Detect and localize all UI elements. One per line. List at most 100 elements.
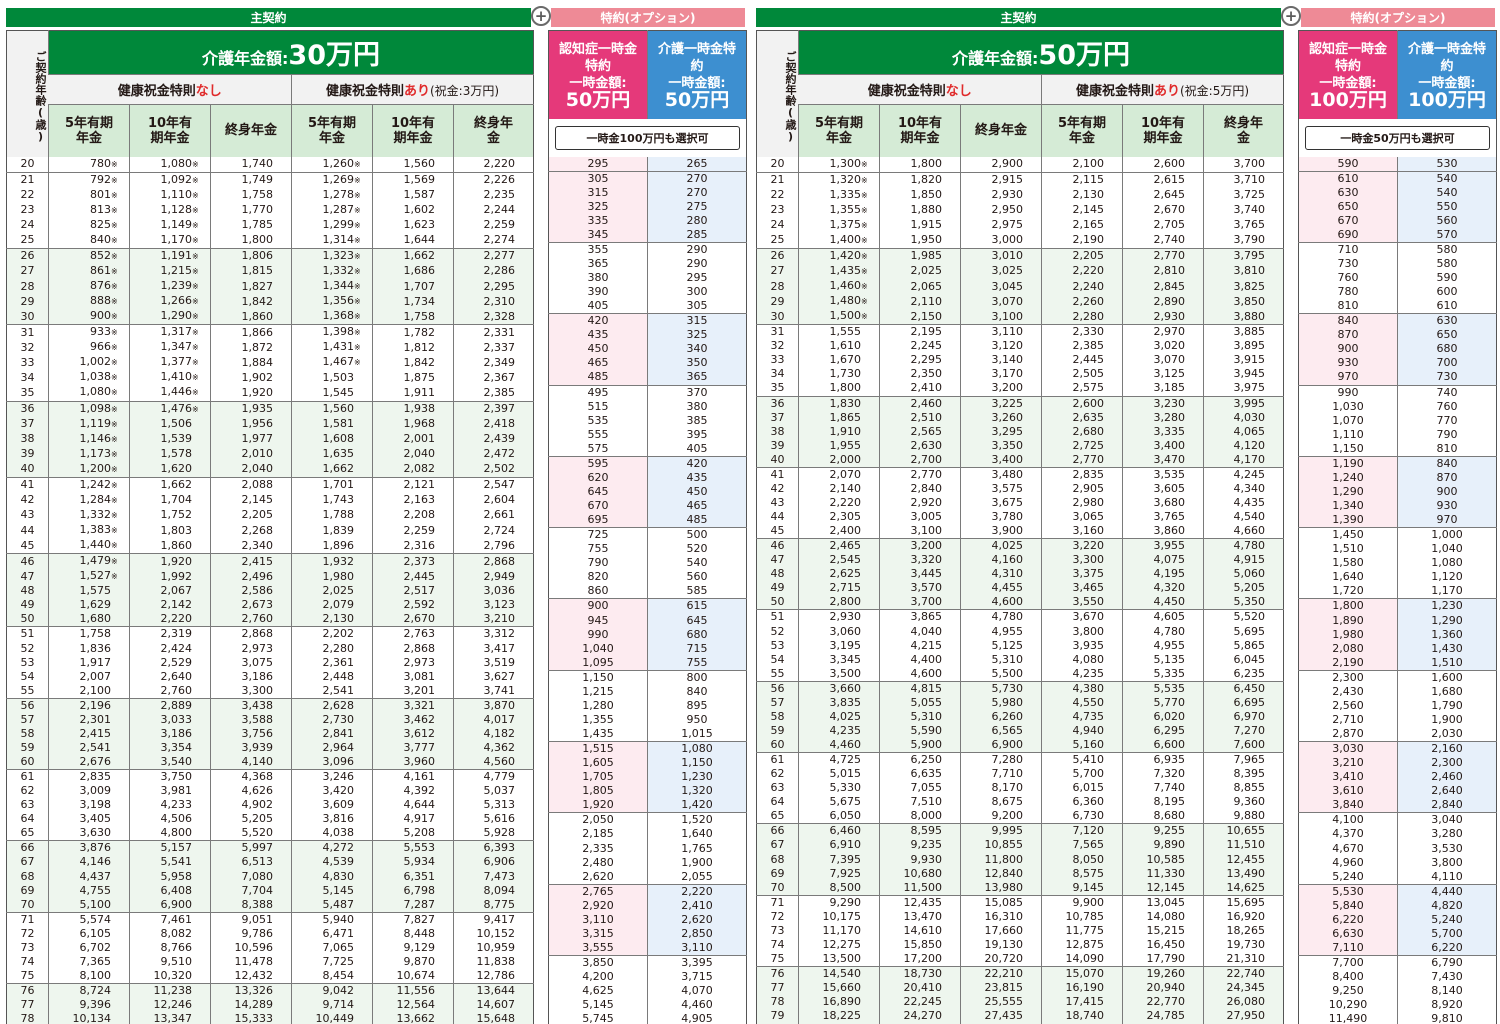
care-value-cell: 1,600 (1397, 669, 1497, 685)
care-value-cell: 1,080 (1397, 556, 1497, 571)
value-text: 2,025 (322, 584, 355, 598)
asterisk-mark: ※ (111, 495, 118, 505)
table-row: 3,210 2,300 (1298, 756, 1497, 771)
value-text: 22,245 (903, 995, 943, 1009)
value-cell: 7,704 (210, 883, 292, 898)
value-text: 5,616 (483, 812, 516, 826)
table-row: 58 4,025 5,310 6,260 4,735 6,020 6,970 (756, 709, 1284, 724)
asterisk-mark: ※ (861, 175, 868, 185)
value-cell: 1,287※ (291, 202, 373, 218)
value-text: 3,550 (1072, 595, 1105, 609)
table-row: 755 520 (548, 542, 747, 557)
dementia-value-cell: 535 (548, 413, 648, 428)
table-row: 64 3,405 4,506 5,205 3,816 4,917 5,616 (6, 812, 534, 827)
value-cell: 3,033 (129, 712, 211, 727)
value-text: 23,815 (984, 981, 1024, 995)
value-cell: 3,200 (879, 538, 961, 554)
value-cell: 6,910 (798, 838, 880, 853)
value-cell: 1,758 (48, 626, 130, 642)
dementia-value-cell: 860 (548, 584, 648, 599)
care-value-cell: 2,160 (1397, 741, 1497, 757)
value-cell: 6,471 (291, 926, 373, 941)
asterisk-mark: ※ (192, 282, 199, 291)
value-text: 2,245 (910, 339, 943, 353)
value-cell: 7,600 (1202, 738, 1284, 753)
asterisk-mark: ※ (354, 175, 361, 185)
value-cell: 1,317※ (129, 324, 211, 341)
value-text: 3,005 (910, 510, 943, 523)
value-text: 2,196 (79, 698, 112, 712)
value-cell: 18,730 (879, 966, 961, 982)
value-cell: 3,777 (372, 740, 454, 755)
value-text: 3,915 (1233, 353, 1266, 367)
value-cell: 2,350 (879, 367, 961, 382)
table-row: 870 650 (1298, 328, 1497, 343)
age-cell: 43 (756, 495, 799, 510)
value-text: 3,321 (403, 698, 436, 712)
value-text: 7,080 (241, 869, 274, 883)
value-cell: 2,067 (129, 584, 211, 599)
value-text: 2,973 (241, 641, 274, 655)
value-text: 5,980 (991, 695, 1024, 709)
value-text: 2,226 (483, 173, 516, 187)
value-text: 2,445 (403, 569, 436, 583)
value-cell: 9,042 (291, 983, 373, 999)
value-text: 10,152 (476, 926, 516, 940)
table-row: 5,745 4,905 (548, 1012, 747, 1024)
table-row: 58 2,415 3,186 3,756 2,841 3,612 4,182 (6, 726, 534, 741)
value-text: 3,170 (991, 367, 1024, 381)
value-text: 1,539 (160, 432, 193, 446)
value-cell: 1,752 (129, 507, 211, 523)
value-cell: 1,299※ (291, 217, 373, 233)
age-cell: 69 (756, 866, 799, 881)
value-cell: 4,815 (879, 680, 961, 696)
asterisk-mark: ※ (354, 205, 361, 215)
table-row: 65 6,050 8,000 9,200 6,730 8,680 9,880 (756, 809, 1284, 824)
table-row: 48 1,575 2,067 2,586 2,025 2,517 3,036 (6, 584, 534, 599)
table-row: 35 1,800 2,410 3,200 2,575 3,185 3,975 (756, 381, 1284, 396)
age-cell: 31 (756, 324, 799, 340)
value-text: 2,705 (1153, 218, 1186, 232)
table-row: 61 4,725 6,250 7,280 5,410 6,935 7,965 (756, 752, 1284, 768)
value-cell: 1,587 (372, 187, 454, 203)
value-text: 5,410 (1072, 753, 1105, 767)
value-text: 5,205 (241, 812, 274, 826)
table-row: 22 801※ 1,110※ 1,758 1,278※ 1,587 2,235 (6, 187, 534, 203)
value-cell: 3,500 (798, 666, 880, 682)
asterisk-mark: ※ (111, 190, 118, 200)
value-cell: 6,635 (879, 767, 961, 782)
value-cell: 5,487 (291, 897, 373, 913)
value-text: 3,935 (1072, 638, 1105, 652)
value-text: 17,415 (1065, 995, 1105, 1009)
table-row: 55 3,500 4,600 5,500 4,235 5,335 6,235 (756, 666, 1284, 682)
value-text: 1,080 (160, 156, 193, 170)
value-text: 14,607 (476, 998, 516, 1012)
value-text: 3,462 (403, 712, 436, 726)
value-text: 4,779 (483, 770, 516, 784)
value-cell: 1,146※ (48, 431, 130, 447)
value-text: 8,575 (1072, 866, 1105, 880)
value-text: 12,246 (153, 998, 193, 1012)
asterisk-mark: ※ (111, 464, 118, 474)
value-text: 3,200 (991, 381, 1024, 395)
value-text: 1,435 (829, 263, 862, 277)
value-cell: 9,145 (1041, 880, 1123, 896)
age-cell: 49 (6, 598, 49, 613)
age-cell: 61 (6, 769, 49, 785)
value-text: 3,630 (79, 826, 112, 840)
asterisk-mark: ※ (111, 159, 118, 169)
value-cell: 3,835 (798, 695, 880, 710)
value-cell: 4,780 (1202, 538, 1284, 554)
value-text: 2,920 (910, 495, 943, 509)
value-text: 2,208 (403, 508, 436, 522)
dementia-value-cell: 450 (548, 342, 648, 357)
value-cell: 16,310 (960, 909, 1042, 924)
table-row: 1,580 1,080 (1298, 556, 1497, 571)
dementia-value-cell: 3,840 (1298, 798, 1398, 813)
value-cell: 1,560 (291, 400, 373, 417)
value-cell: 3,070 (1122, 353, 1204, 368)
value-cell: 3,630 (48, 826, 130, 841)
value-cell: 2,796 (452, 538, 534, 554)
value-text: 3,570 (910, 581, 943, 595)
table-row: 46 2,465 3,200 4,025 3,220 3,955 4,780 (756, 538, 1284, 554)
